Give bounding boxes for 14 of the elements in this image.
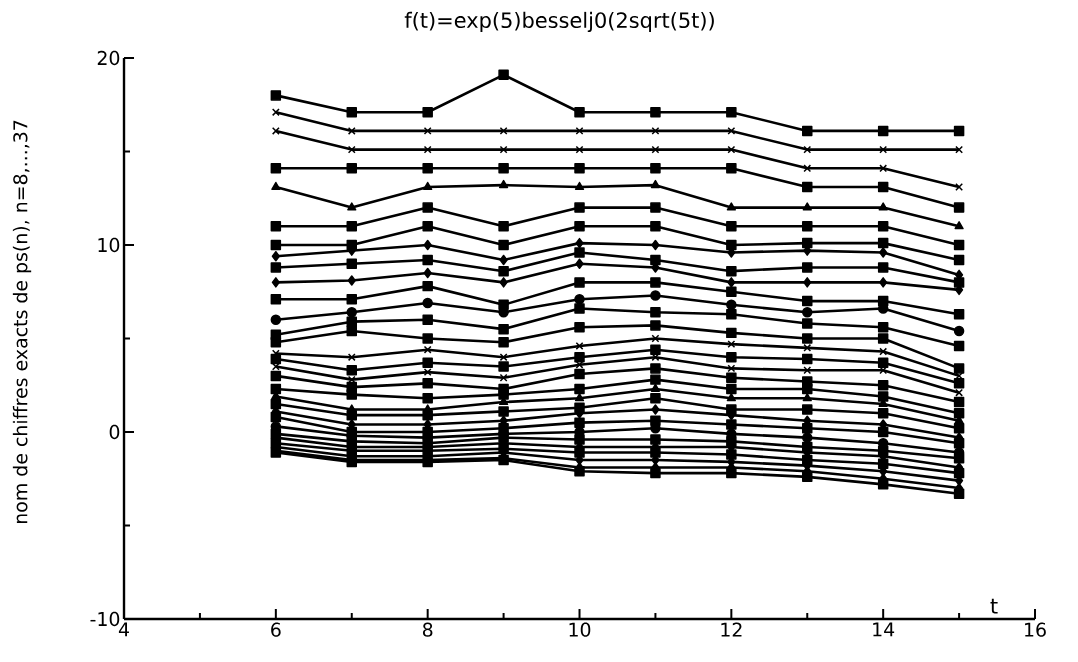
y-tick-label: -10 [90,611,120,627]
x-tick-label: 8 [422,622,433,637]
x-tick-label: 14 [873,622,895,637]
x-tick-label: 12 [721,622,742,637]
y-tick-label: 0 [109,424,120,440]
x-tick-label: 16 [1025,622,1046,637]
y-tick-label: 10 [98,237,120,253]
x-tick-label: 6 [271,622,281,637]
y-axis-title: nom de chiffres exacts de ps(n), n=8,...,37 [12,120,32,524]
y-tick-label: 20 [97,50,120,66]
x-tick-label: 10 [569,622,591,637]
chart-title: f(t)=exp(5)besselj0(2sqrt(5t)) [404,11,714,33]
x-tick-label: 4 [118,622,129,637]
x-axis-title: t [990,598,998,614]
